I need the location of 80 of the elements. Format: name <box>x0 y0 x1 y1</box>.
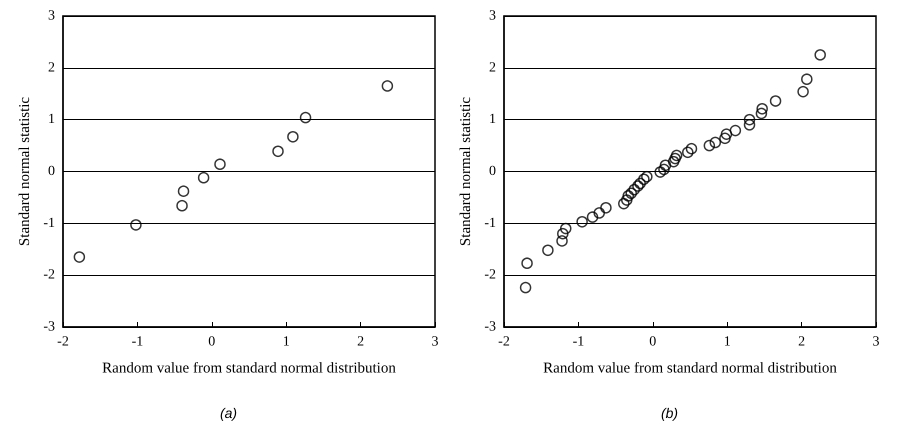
point <box>625 188 637 200</box>
point <box>797 86 809 98</box>
y-tick-label: 3 <box>48 8 55 24</box>
point <box>686 142 698 154</box>
point <box>632 180 644 192</box>
y-axis-title: Standard normal statistic <box>16 96 33 246</box>
point <box>669 152 681 164</box>
y-tick-label: -3 <box>484 320 496 334</box>
point <box>660 160 672 172</box>
point <box>628 184 640 196</box>
y-axis-title: Standard normal statistic <box>458 96 474 246</box>
point <box>542 244 554 256</box>
point <box>520 282 532 294</box>
point <box>814 49 826 61</box>
point <box>682 146 694 158</box>
point <box>178 185 190 197</box>
point <box>300 112 312 124</box>
point <box>576 216 588 228</box>
x-tick-label: 3 <box>872 334 880 350</box>
point <box>74 251 86 263</box>
point <box>557 228 569 240</box>
point <box>600 202 612 214</box>
y-tick-label: -1 <box>43 216 55 231</box>
point <box>272 146 284 158</box>
point <box>593 207 605 219</box>
x-tick-label: 1 <box>282 334 290 350</box>
point <box>770 95 782 107</box>
point <box>130 219 142 231</box>
point <box>720 128 732 140</box>
point <box>801 73 813 85</box>
point <box>618 198 630 210</box>
point <box>586 211 598 223</box>
point <box>704 140 716 152</box>
x-tick-label: 0 <box>649 334 656 350</box>
x-tick-label: 0 <box>208 334 216 350</box>
point <box>719 132 731 144</box>
point <box>621 194 633 206</box>
text: (a) <box>220 405 238 421</box>
point <box>756 108 768 120</box>
point <box>176 200 188 212</box>
x-tick-label: 1 <box>724 334 731 350</box>
point <box>654 166 666 178</box>
point <box>634 178 646 190</box>
x-axis-title: Random value from standard normal distribution <box>543 360 838 376</box>
point <box>668 156 680 168</box>
point <box>622 190 634 202</box>
point <box>730 124 742 136</box>
y-tick-label: -2 <box>484 268 496 283</box>
y-tick-label: 1 <box>48 112 55 128</box>
point <box>638 174 650 186</box>
point <box>287 131 299 143</box>
point <box>214 158 226 170</box>
x-tick-label: 2 <box>798 334 806 350</box>
point <box>556 235 568 247</box>
point <box>744 119 756 131</box>
x-tick-label: 2 <box>357 334 364 350</box>
y-tick-label: 0 <box>489 164 496 179</box>
point <box>198 172 210 184</box>
point <box>560 222 572 234</box>
point <box>670 150 682 162</box>
point <box>744 114 756 126</box>
y-tick-label: 1 <box>489 112 496 128</box>
y-tick-label: 2 <box>48 60 55 76</box>
y-tick-label: 3 <box>489 8 496 24</box>
x-tick-label: 3 <box>432 334 438 350</box>
x-tick-label: -1 <box>132 334 144 350</box>
y-tick-label: 2 <box>489 60 496 76</box>
y-tick-label: 0 <box>48 164 55 179</box>
y-tick-label: -2 <box>43 268 55 283</box>
x-axis-title: Random value from standard normal distribution <box>102 360 396 376</box>
x-tick-label: -1 <box>572 334 584 350</box>
point <box>658 164 670 176</box>
point <box>382 80 394 92</box>
point <box>710 136 722 148</box>
y-tick-label: -3 <box>43 320 55 334</box>
point <box>521 257 533 269</box>
point <box>641 170 653 182</box>
y-tick-label: -1 <box>484 216 496 231</box>
text: (b) <box>660 405 678 421</box>
point <box>756 103 768 115</box>
